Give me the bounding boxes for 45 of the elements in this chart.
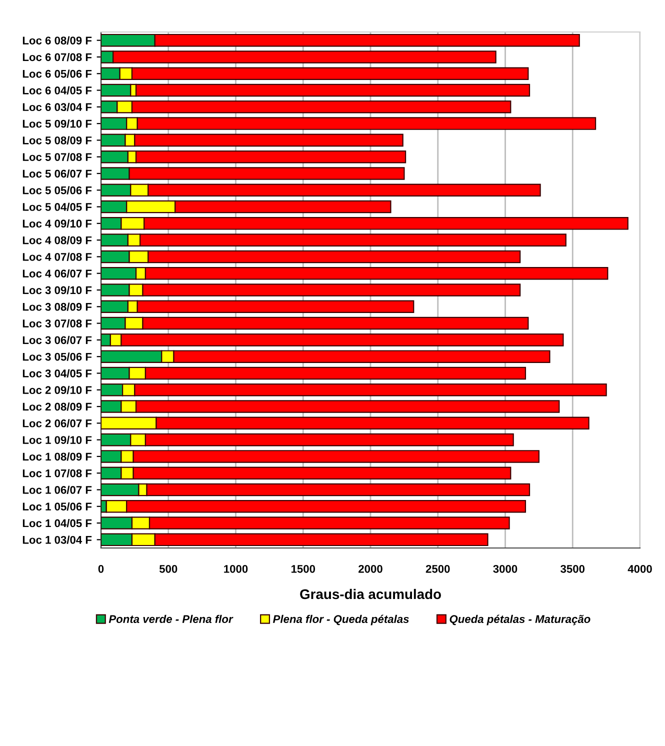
legend-label: Ponta verde - Plena flor <box>108 614 234 624</box>
y-tick-label: Loc 6 07/08 F <box>22 52 92 62</box>
bar <box>101 84 132 97</box>
y-tick-label: Loc 3 04/05 F <box>22 369 92 378</box>
x-tick-label: 1500 <box>291 564 316 573</box>
y-tick-label: Loc 4 06/07 F <box>22 269 92 278</box>
x-tick-label: 2500 <box>426 564 450 573</box>
y-tick-label: Loc 6 03/04 F <box>22 102 92 112</box>
y-tick-label: Loc 3 06/07 F <box>22 336 92 344</box>
y-tick-label: Loc 2 08/09 F <box>22 402 92 411</box>
y-tick-label: Loc 5 06/07 F <box>22 169 92 178</box>
x-tick-label: 4000 <box>628 564 652 573</box>
y-tick-label: Loc 2 06/07 F <box>22 419 92 428</box>
y-tick-label: Loc 5 05/06 F <box>22 186 92 194</box>
y-tick-label: Loc 2 09/10 F <box>22 386 92 394</box>
y-tick-label: Loc 6 05/06 F <box>22 70 92 78</box>
x-tick-label: 0 <box>98 564 104 573</box>
legend-label: Plena flor - Queda pétalas <box>272 614 409 626</box>
x-tick-label: 1000 <box>224 564 248 573</box>
y-tick-label: Loc 3 07/08 F <box>22 319 92 328</box>
y-tick-label: Loc 3 09/10 F <box>22 286 92 294</box>
x-tick-label: 3500 <box>560 564 585 573</box>
y-tick-label: Loc 5 09/10 F <box>22 120 92 128</box>
y-tick-label: Loc 1 09/10 F <box>22 436 92 444</box>
y-tick-label: Loc 4 07/08 F <box>22 252 92 261</box>
y-tick-label: Loc 1 06/07 F <box>22 486 92 494</box>
y-tick-label: Loc 3 05/06 F <box>22 352 92 361</box>
x-tick-label: 500 <box>159 564 178 573</box>
y-tick-label: Loc 1 08/09 F <box>22 452 92 461</box>
y-tick-label: Loc 3 08/09 F <box>22 302 92 311</box>
y-tick-label: Loc 1 04/05 F <box>22 519 92 528</box>
x-tick-label: 2000 <box>358 564 382 573</box>
x-tick-label: 3000 <box>493 564 518 573</box>
x-axis-title: Graus-dia acumulado <box>300 588 441 600</box>
y-tick-label: Loc 6 04/05 F <box>22 86 92 95</box>
y-tick-label: Loc 5 07/08 F <box>22 152 92 162</box>
legend-label: Queda pétalas - Maturação <box>450 614 590 626</box>
y-tick-label: Loc 1 05/06 F <box>22 502 92 511</box>
y-tick-label: Loc 5 08/09 F <box>22 136 92 144</box>
y-tick-label: Loc 5 04/05 F <box>22 202 92 212</box>
y-tick-label: Loc 1 03/04 F <box>22 536 92 544</box>
y-tick-label: Loc 4 08/09 F <box>22 236 92 244</box>
y-tick-label: Loc 4 09/10 F <box>22 219 92 228</box>
y-tick-label: Loc 6 08/09 F <box>22 36 92 45</box>
y-tick-label: Loc 1 07/08 F <box>22 469 92 478</box>
